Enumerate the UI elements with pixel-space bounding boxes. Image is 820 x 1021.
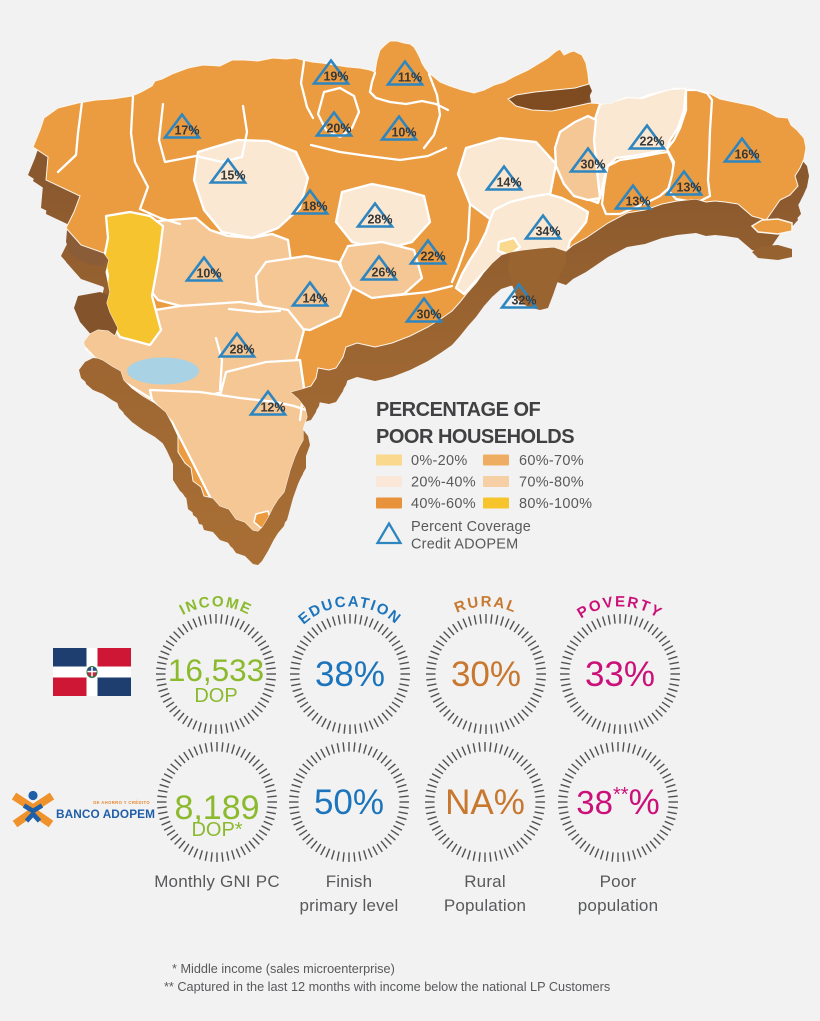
svg-text:38**%: 38**% (576, 783, 659, 822)
svg-text:80%-100%: 80%-100% (519, 496, 592, 512)
svg-text:11%: 11% (398, 71, 422, 85)
svg-text:* Middle income (sales microen: * Middle income (sales microenterprise) (172, 962, 395, 976)
svg-text:22%: 22% (639, 135, 664, 149)
svg-text:Poor: Poor (600, 872, 637, 891)
svg-text:40%-60%: 40%-60% (411, 496, 476, 512)
svg-text:32%: 32% (511, 294, 536, 308)
svg-text:Rural: Rural (464, 872, 506, 891)
svg-text:13%: 13% (676, 181, 701, 195)
svg-text:34%: 34% (535, 225, 560, 239)
svg-text:15%: 15% (220, 169, 245, 183)
svg-text:10%: 10% (196, 267, 221, 281)
svg-text:30%: 30% (451, 655, 521, 694)
svg-text:33%: 33% (585, 655, 655, 694)
svg-text:28%: 28% (229, 343, 254, 357)
svg-text:primary level: primary level (300, 896, 399, 915)
svg-text:POOR HOUSEHOLDS: POOR HOUSEHOLDS (376, 426, 574, 448)
svg-text:14%: 14% (496, 176, 521, 190)
svg-text:60%-70%: 60%-70% (519, 453, 584, 469)
svg-text:16,533: 16,533 (168, 652, 264, 688)
svg-text:10%: 10% (391, 126, 416, 140)
svg-text:NA%: NA% (445, 783, 525, 822)
svg-text:0%-20%: 0%-20% (411, 453, 468, 469)
svg-text:13%: 13% (625, 195, 650, 209)
svg-text:30%: 30% (416, 308, 441, 322)
svg-text:28%: 28% (367, 213, 392, 227)
svg-text:70%-80%: 70%-80% (519, 475, 584, 491)
svg-text:Credit ADOPEM: Credit ADOPEM (411, 537, 518, 553)
svg-text:DOP*: DOP* (191, 819, 242, 841)
svg-text:Monthly GNI PC: Monthly GNI PC (154, 872, 280, 891)
svg-text:Finish: Finish (326, 872, 373, 891)
svg-text:19%: 19% (323, 70, 348, 84)
svg-text:** Captured in the last 12 mon: ** Captured in the last 12 months with i… (164, 980, 610, 994)
svg-text:20%: 20% (326, 122, 351, 136)
svg-text:18%: 18% (302, 200, 327, 214)
svg-text:38%: 38% (315, 655, 385, 694)
svg-text:Percent Coverage: Percent Coverage (411, 519, 531, 535)
svg-text:RURAL: RURAL (452, 593, 520, 616)
svg-text:17%: 17% (174, 124, 199, 138)
svg-text:DE AHORRO Y CRÉDITO: DE AHORRO Y CRÉDITO (93, 800, 150, 805)
svg-text:Population: Population (444, 896, 526, 915)
svg-text:12%: 12% (260, 401, 285, 415)
svg-text:BANCO ADOPEM: BANCO ADOPEM (56, 807, 155, 821)
svg-text:DOP: DOP (194, 685, 237, 707)
svg-text:8,189: 8,189 (174, 789, 259, 827)
svg-text:50%: 50% (314, 783, 384, 822)
svg-text:PERCENTAGE OF: PERCENTAGE OF (376, 399, 541, 421)
svg-text:16%: 16% (734, 148, 759, 162)
svg-text:population: population (578, 896, 658, 915)
svg-text:26%: 26% (371, 266, 396, 280)
svg-text:20%-40%: 20%-40% (411, 475, 476, 491)
svg-text:22%: 22% (420, 250, 445, 264)
svg-text:30%: 30% (580, 158, 605, 172)
svg-text:14%: 14% (302, 292, 327, 306)
